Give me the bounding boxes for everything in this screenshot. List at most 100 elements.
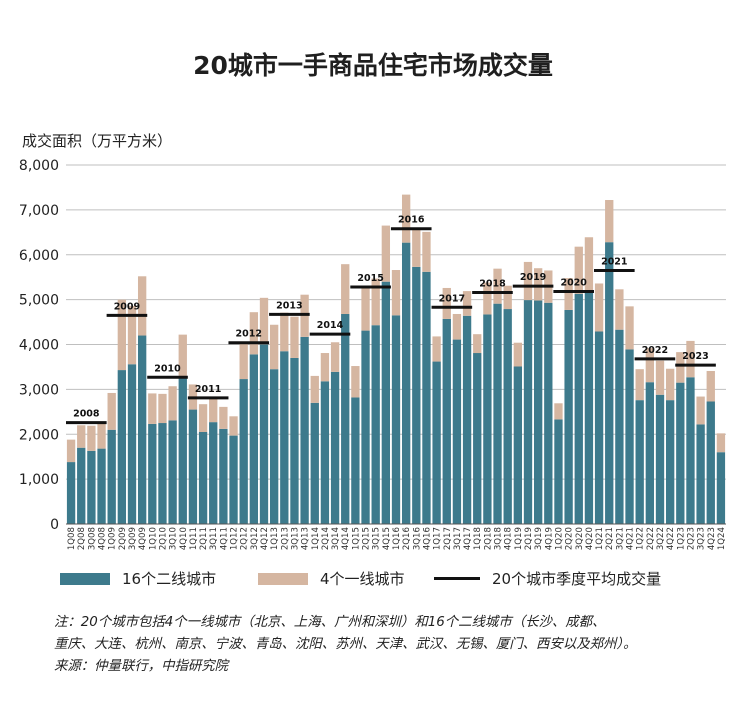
average-label-2017: 2017 [439, 293, 465, 304]
bar-tier1-2Q10 [158, 393, 167, 424]
bar-tier2-3Q14 [330, 371, 340, 524]
bar-tier1-3Q10 [168, 386, 177, 421]
y-tick-label: 6,000 [19, 248, 59, 264]
bar-tier1-4Q08 [97, 423, 106, 449]
bar-tier1-1Q18 [473, 334, 482, 354]
legend-label-tier1: 4个一线城市 [320, 570, 405, 588]
bar-tier1-2Q18 [483, 282, 492, 315]
average-label-2010: 2010 [154, 363, 181, 374]
bar-tier1-1Q10 [148, 393, 157, 424]
x-tick-label: 1Q17 [433, 527, 443, 550]
bar-tier1-3Q09 [127, 305, 137, 365]
bar-tier1-1Q08 [66, 439, 76, 463]
bar-tier2-4Q16 [422, 271, 431, 524]
average-label-2022: 2022 [642, 345, 668, 356]
x-tick-label: 2Q22 [646, 527, 656, 550]
bar-tier1-2Q13 [280, 312, 289, 352]
bar-tier1-1Q15 [351, 366, 360, 398]
average-label-2021: 2021 [601, 256, 627, 267]
bar-tier2-4Q19 [544, 302, 553, 524]
x-tick-label: 1Q11 [189, 527, 199, 550]
x-tick-label: 2Q23 [686, 527, 696, 550]
bar-tier1-3Q11 [209, 397, 218, 423]
bar-tier1-1Q16 [391, 270, 401, 316]
bar-tier2-2Q19 [523, 300, 533, 524]
bar-tier1-3Q21 [615, 289, 624, 330]
bar-tier1-1Q24 [716, 433, 726, 453]
bar-tier1-1Q14 [310, 375, 319, 403]
bar-tier1-4Q20 [584, 237, 594, 291]
bar-tier2-1Q12 [229, 435, 238, 524]
bar-tier2-2Q20 [564, 309, 573, 524]
bar-tier2-4Q17 [462, 315, 472, 524]
legend-swatch-average [434, 577, 480, 580]
bar-tier1-3Q16 [412, 229, 421, 267]
x-tick-label: 4Q15 [382, 527, 392, 550]
y-tick-label: 3,000 [19, 382, 59, 398]
average-label-2019: 2019 [520, 272, 546, 283]
bar-tier2-4Q12 [259, 344, 269, 524]
bar-tier1-2Q19 [523, 261, 533, 301]
bar-tier2-2Q08 [77, 447, 86, 524]
x-tick-label: 4Q13 [301, 527, 311, 550]
bar-tier1-4Q14 [341, 264, 350, 314]
average-label-2015: 2015 [357, 273, 383, 284]
y-tick-label: 1,000 [19, 472, 59, 488]
bar-tier1-3Q15 [371, 278, 380, 326]
bar-tier2-3Q23 [696, 424, 705, 524]
bar-tier2-1Q16 [391, 315, 401, 524]
x-tick-label: 4Q19 [544, 527, 554, 550]
bar-tier2-1Q14 [310, 402, 319, 524]
average-label-2014: 2014 [317, 320, 344, 331]
x-tick-label: 4Q16 [422, 527, 432, 550]
bar-tier1-1Q17 [432, 336, 441, 362]
x-tick-label: 1Q21 [595, 527, 605, 550]
x-tick-label: 1Q14 [311, 527, 321, 550]
chart-title: 20城市一手商品住宅市场成交量 [193, 51, 553, 80]
x-tick-label: 1Q18 [473, 527, 483, 550]
x-tick-label: 1Q13 [270, 527, 280, 550]
bar-tier1-3Q23 [696, 396, 705, 425]
bar-tier1-3Q19 [533, 268, 543, 301]
bar-tier2-1Q21 [594, 331, 604, 524]
x-tick-label: 4Q21 [626, 527, 636, 550]
x-tick-label: 4Q18 [504, 527, 514, 550]
bar-tier2-3Q20 [574, 293, 583, 524]
note-line-2: 重庆、大连、杭州、南京、宁波、青岛、沈阳、苏州、天津、武汉、无锡、厦门、西安以及… [54, 637, 637, 652]
bar-tier2-3Q10 [168, 420, 177, 524]
average-label-2016: 2016 [398, 215, 425, 226]
bar-tier2-4Q20 [584, 290, 594, 524]
bar-tier1-2Q22 [645, 348, 655, 383]
bar-tier2-4Q10 [178, 376, 187, 524]
x-tick-label: 1Q12 [230, 527, 240, 550]
x-tick-label: 2Q21 [605, 527, 615, 550]
bar-tier2-4Q11 [219, 428, 228, 524]
bar-tier2-2Q23 [686, 377, 695, 524]
bar-tier2-3Q18 [493, 303, 502, 524]
x-tick-label: 3Q18 [494, 527, 504, 550]
x-tick-label: 3Q12 [250, 527, 260, 550]
bar-tier2-2Q11 [198, 432, 208, 524]
bar-tier1-1Q19 [513, 342, 523, 367]
bar-tier1-4Q23 [706, 370, 715, 402]
bar-tier1-4Q09 [137, 276, 147, 336]
average-label-2020: 2020 [560, 278, 587, 289]
legend: 16个二线城市 4个一线城市 20个城市季度平均成交量 [0, 568, 746, 588]
x-tick-label: 4Q12 [260, 527, 270, 550]
y-tick-label: 0 [50, 517, 59, 533]
bar-tier2-4Q13 [300, 336, 309, 524]
bar-tier2-4Q21 [625, 349, 634, 524]
bar-tier2-3Q11 [209, 422, 218, 524]
bar-tier1-3Q20 [574, 246, 583, 294]
x-tick-label: 1Q19 [514, 527, 524, 550]
x-tick-label: 1Q22 [636, 527, 646, 550]
x-tick-label: 2Q15 [362, 527, 372, 550]
bar-tier1-2Q21 [605, 200, 614, 243]
bar-tier2-3Q19 [533, 300, 543, 524]
bar-tier1-1Q12 [229, 416, 238, 436]
bar-tier2-4Q08 [97, 448, 106, 524]
bar-tier2-1Q17 [432, 361, 441, 524]
bar-tier1-1Q22 [635, 369, 644, 401]
x-tick-label: 3Q23 [697, 527, 707, 550]
x-tick-label: 2Q13 [280, 527, 290, 550]
